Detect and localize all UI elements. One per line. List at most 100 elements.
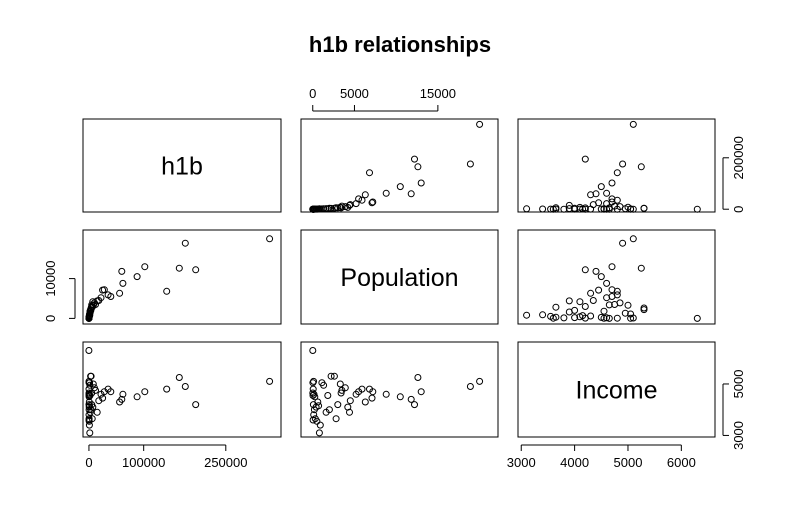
data-point	[116, 398, 124, 406]
data-point	[605, 205, 613, 213]
data-point	[581, 205, 589, 213]
data-point	[344, 403, 352, 411]
data-point	[361, 191, 369, 199]
panel-h1b-Population	[300, 118, 499, 213]
tick-label-top: 0	[309, 86, 316, 101]
data-point	[309, 379, 317, 387]
data-point	[595, 286, 603, 294]
data-point	[396, 393, 404, 401]
data-point	[619, 160, 627, 168]
data-point	[85, 403, 93, 411]
data-point	[603, 205, 611, 213]
data-point	[407, 395, 415, 403]
data-point	[99, 286, 107, 294]
data-point	[163, 385, 171, 393]
tick-label-top: 5000	[340, 86, 369, 101]
data-point	[175, 374, 183, 381]
data-point	[640, 204, 648, 212]
data-point	[624, 301, 632, 309]
data-point	[597, 205, 605, 213]
data-point	[581, 303, 589, 310]
data-point	[133, 393, 141, 401]
data-point	[613, 291, 621, 299]
tick-label-right: 200000	[731, 136, 746, 179]
data-point	[407, 190, 415, 198]
data-point	[175, 264, 183, 272]
data-point	[565, 308, 573, 316]
data-point	[266, 235, 274, 243]
data-point	[637, 163, 645, 171]
data-point	[192, 266, 200, 274]
data-point	[523, 311, 531, 319]
chart-title: h1b relationships	[309, 32, 491, 57]
data-point	[85, 398, 93, 406]
data-point	[600, 307, 608, 315]
data-point	[315, 429, 323, 437]
data-point	[621, 205, 629, 213]
tick-label-bottom: 0	[85, 455, 92, 470]
data-point	[310, 411, 318, 419]
data-point	[309, 416, 317, 424]
diagonal-label-Income: Income	[576, 377, 658, 405]
data-point	[358, 196, 366, 204]
data-point	[95, 397, 103, 405]
data-point	[309, 205, 317, 213]
panel-Income-h1b	[82, 341, 282, 438]
data-point	[141, 388, 149, 396]
data-point	[322, 408, 330, 416]
data-point	[549, 205, 557, 213]
data-point	[571, 314, 579, 322]
data-point	[587, 205, 595, 213]
data-point	[603, 294, 611, 302]
data-point	[597, 273, 605, 281]
data-point	[327, 372, 335, 380]
data-point	[382, 390, 390, 398]
tick-label-top: 15000	[420, 86, 456, 101]
data-point	[85, 411, 93, 419]
data-point	[346, 397, 354, 405]
data-point	[549, 314, 557, 322]
data-point	[133, 273, 141, 281]
data-point	[608, 263, 616, 271]
data-point	[116, 289, 124, 297]
data-point	[97, 390, 105, 398]
diagonal-label-h1b: h1b	[161, 153, 203, 181]
panel-h1b-h1b	[82, 118, 282, 213]
panel-h1b-Income	[517, 118, 716, 213]
data-point	[337, 204, 345, 212]
data-point	[93, 408, 101, 416]
data-point	[608, 286, 616, 294]
tick-label-right: 0	[731, 206, 746, 213]
data-point	[576, 298, 584, 306]
data-point	[571, 205, 579, 213]
data-point	[318, 379, 326, 387]
data-point	[85, 392, 93, 399]
tick-label-right: 3000	[731, 421, 746, 450]
data-point	[85, 389, 93, 397]
data-point	[565, 201, 573, 209]
tick-label-left: 10000	[43, 261, 58, 297]
data-point	[85, 347, 93, 354]
data-point	[627, 314, 635, 322]
panel-Income-Income	[517, 341, 716, 438]
data-point	[523, 205, 531, 213]
data-point	[693, 205, 701, 213]
data-point	[605, 314, 613, 322]
data-point	[369, 198, 377, 206]
data-point	[565, 297, 573, 305]
data-point	[266, 377, 274, 385]
data-point	[358, 385, 366, 393]
data-point	[396, 183, 404, 191]
data-point	[163, 287, 171, 295]
data-point	[352, 390, 360, 398]
data-point	[640, 306, 648, 314]
data-point	[85, 401, 93, 409]
data-point	[382, 189, 390, 197]
data-point	[361, 398, 369, 406]
data-point	[368, 394, 376, 402]
data-point	[337, 389, 345, 397]
data-point	[581, 314, 589, 322]
data-point	[346, 201, 353, 209]
data-point	[476, 377, 484, 385]
